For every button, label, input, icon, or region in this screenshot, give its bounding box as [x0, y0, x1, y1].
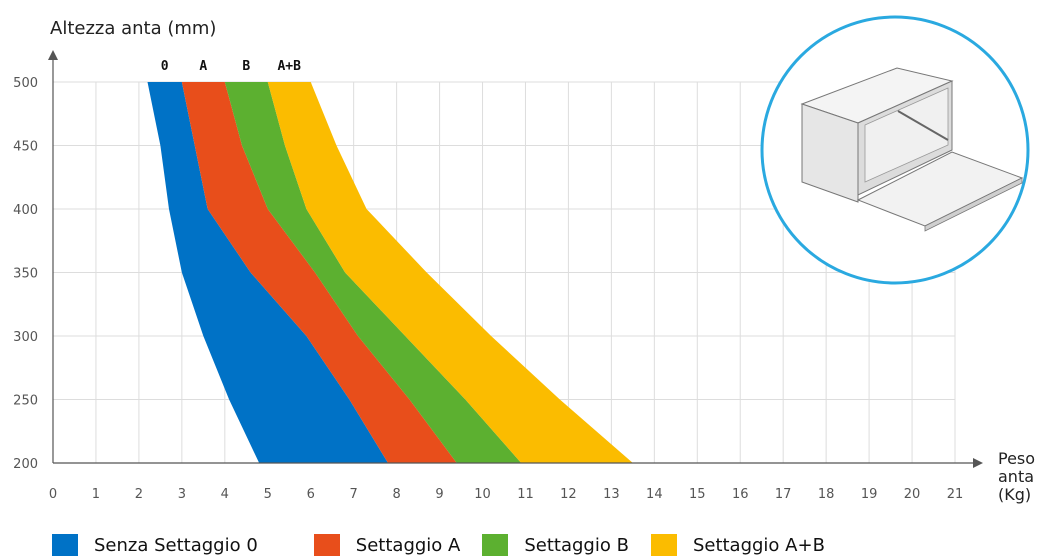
- x-tick-label: 21: [947, 487, 964, 502]
- x-tick-label: 15: [689, 487, 706, 502]
- y-tick-label: 400: [13, 203, 38, 218]
- x-axis-label-line-2: anta: [998, 467, 1034, 486]
- legend-item: Settaggio B: [482, 534, 629, 556]
- y-tick-label: 300: [13, 330, 38, 345]
- x-tick-label: 5: [264, 487, 272, 502]
- cabinet-side: [801, 103, 859, 203]
- legend-label: Senza Settaggio 0: [94, 534, 258, 556]
- x-tick-label: 20: [904, 487, 921, 502]
- bands: [147, 82, 633, 463]
- band-4: [267, 82, 633, 463]
- legend-swatch: [52, 534, 78, 556]
- band-label: B: [242, 59, 250, 74]
- x-tick-label: 6: [307, 487, 315, 502]
- y-tick-label: 200: [13, 457, 38, 472]
- band-label: A: [199, 59, 207, 74]
- x-tick-label: 0: [49, 487, 57, 502]
- x-tick-label: 16: [732, 487, 749, 502]
- legend: Senza Settaggio 0 Settaggio A Settaggio …: [52, 530, 847, 560]
- legend-item: Senza Settaggio 0: [52, 534, 258, 556]
- x-tick-label: 2: [135, 487, 143, 502]
- legend-item: Settaggio A+B: [650, 534, 825, 556]
- band-2: [181, 82, 457, 463]
- band-label: 0: [161, 59, 169, 74]
- y-tick-label: 500: [13, 76, 38, 91]
- legend-swatch: [482, 534, 509, 556]
- x-tick-label: 12: [560, 487, 577, 502]
- legend-swatch: [650, 534, 677, 556]
- x-axis-label: Peso anta (Kg): [998, 449, 1040, 504]
- y-tick-label: 250: [13, 394, 38, 409]
- legend-item: Settaggio A: [313, 534, 461, 556]
- y-tick-label: 450: [13, 140, 38, 155]
- chart: 0 1 2 3 4 5 6 7 8 9 10 11 12 13 14 15 16 17 18 19 20 21200250…: [13, 15, 1040, 504]
- x-tick-label: 9: [435, 487, 443, 502]
- y-axis-arrow: [48, 50, 58, 60]
- cabinet-illustration: [760, 15, 1030, 285]
- band-3: [224, 82, 522, 463]
- band-label: A+B: [277, 59, 301, 74]
- x-tick-label: 7: [350, 487, 358, 502]
- x-tick-label: 8: [392, 487, 400, 502]
- axes: [48, 50, 983, 468]
- x-tick-label: 19: [861, 487, 878, 502]
- cabinet-interior: [864, 87, 949, 183]
- x-axis-arrow: [973, 458, 983, 468]
- flap-stay: [897, 110, 949, 141]
- x-tick-label: 14: [646, 487, 663, 502]
- y-axis-label: Altezza anta (mm): [50, 18, 216, 39]
- band-labels: 0 A B A+B: [161, 59, 301, 74]
- x-tick-label: 18: [818, 487, 835, 502]
- x-tick-label: 3: [178, 487, 186, 502]
- x-axis-label-line-1: Peso: [998, 449, 1035, 468]
- x-tick-label: 1: [92, 487, 100, 502]
- x-tick-label: 17: [775, 487, 792, 502]
- legend-label: Settaggio B: [524, 534, 629, 556]
- legend-label: Settaggio A: [355, 534, 461, 556]
- x-tick-label: 11: [517, 487, 534, 502]
- tick-labels: 0 1 2 3 4 5 6 7 8 9 10 11 12 13 14 15 16 17 18 19 20 21200250…: [13, 76, 963, 502]
- x-axis-label-line-3: (Kg): [998, 485, 1031, 504]
- x-tick-label: 10: [474, 487, 491, 502]
- x-tick-label: 4: [221, 487, 229, 502]
- legend-label: Settaggio A+B: [692, 534, 825, 556]
- flap-door-edge: [924, 177, 1023, 232]
- legend-swatch: [313, 534, 340, 556]
- x-tick-label: 13: [603, 487, 620, 502]
- y-tick-label: 350: [13, 267, 38, 282]
